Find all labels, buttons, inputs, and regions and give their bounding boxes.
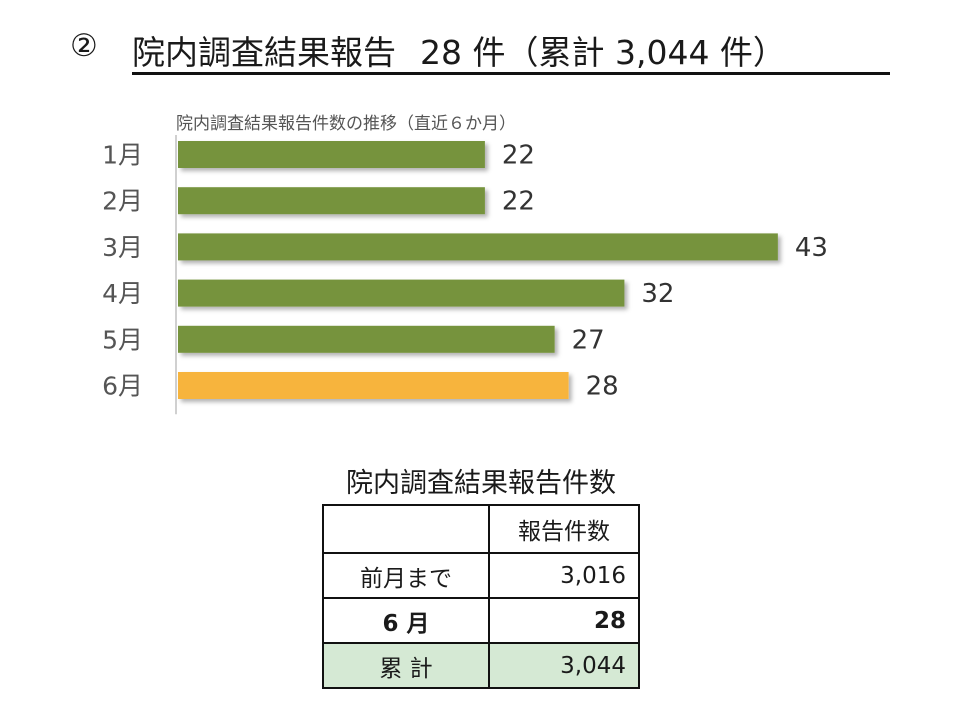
bar-6 bbox=[178, 372, 569, 399]
table-title: 院内調査結果報告件数 bbox=[346, 468, 616, 499]
report-count-table: 報告件数 前月まで 3,016 6 月 28 累 計 3,044 bbox=[322, 504, 640, 689]
table-header-row: 報告件数 bbox=[322, 504, 640, 554]
section-number: ② bbox=[70, 28, 98, 64]
table-row-total: 累 計 3,044 bbox=[322, 642, 640, 689]
chart-title: 院内調査結果報告件数の推移（直近６か月） bbox=[176, 114, 516, 134]
category-label: 4月 bbox=[102, 279, 143, 308]
bar-chart: 1月 22 2月 22 3月 43 4月 32 5月 27 6月 28 bbox=[102, 135, 828, 415]
bar-1 bbox=[178, 141, 485, 168]
table-row: 6 月 28 bbox=[322, 597, 640, 644]
table-header-blank bbox=[322, 504, 490, 554]
value-label: 27 bbox=[572, 325, 605, 355]
bar-4 bbox=[178, 279, 625, 307]
category-label: 2月 bbox=[102, 187, 143, 216]
category-label: 3月 bbox=[102, 233, 143, 262]
row-value: 3,044 bbox=[488, 642, 640, 689]
bar-5 bbox=[178, 325, 555, 353]
value-label: 22 bbox=[502, 141, 535, 171]
row-value: 28 bbox=[488, 597, 640, 644]
value-label: 43 bbox=[795, 233, 828, 263]
title-text: 院内調査結果報告 bbox=[132, 33, 396, 72]
value-label: 22 bbox=[502, 187, 535, 217]
row-label: 6 月 bbox=[322, 597, 490, 644]
title-count: 28 件（累計 3,044 件） bbox=[420, 33, 786, 72]
table-row: 前月まで 3,016 bbox=[322, 552, 640, 599]
page-title: 院内調査結果報告 28 件（累計 3,044 件） bbox=[132, 26, 890, 75]
category-label: 1月 bbox=[102, 141, 143, 170]
bar-3 bbox=[178, 233, 778, 261]
bar-2 bbox=[178, 187, 485, 215]
row-label: 累 計 bbox=[322, 642, 490, 689]
value-label: 32 bbox=[641, 279, 674, 309]
row-label: 前月まで bbox=[322, 552, 490, 599]
row-value: 3,016 bbox=[488, 552, 640, 599]
table-header-count: 報告件数 bbox=[488, 504, 640, 554]
category-label: 6月 bbox=[102, 372, 143, 401]
value-label: 28 bbox=[586, 372, 619, 402]
category-label: 5月 bbox=[102, 325, 143, 354]
